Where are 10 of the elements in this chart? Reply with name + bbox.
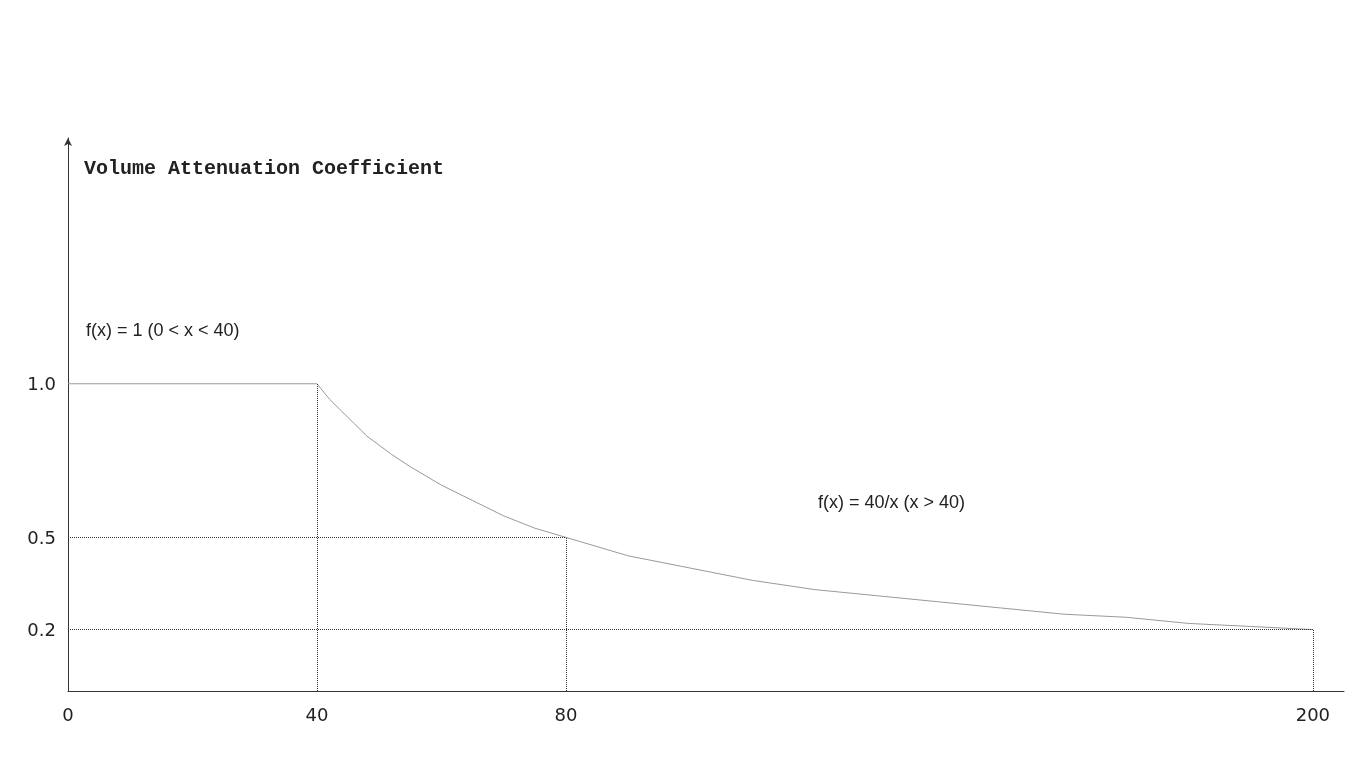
x-tick-label: 80 [554,703,578,725]
x-tick-label: 200 [1295,703,1331,725]
y-tick-label: 0.5 [27,526,56,548]
x-tick-label: 40 [305,703,329,725]
y-tick-label: 0.2 [27,619,56,641]
annotation: f(x) = 1 (0 < x < 40) [86,320,240,340]
y-tick-label: 1.0 [27,373,56,395]
x-tick-label: 0 [62,703,74,725]
annotation: f(x) = 40/x (x > 40) [818,492,966,512]
y-axis-title: Volume Attenuation Coefficient [84,156,445,180]
